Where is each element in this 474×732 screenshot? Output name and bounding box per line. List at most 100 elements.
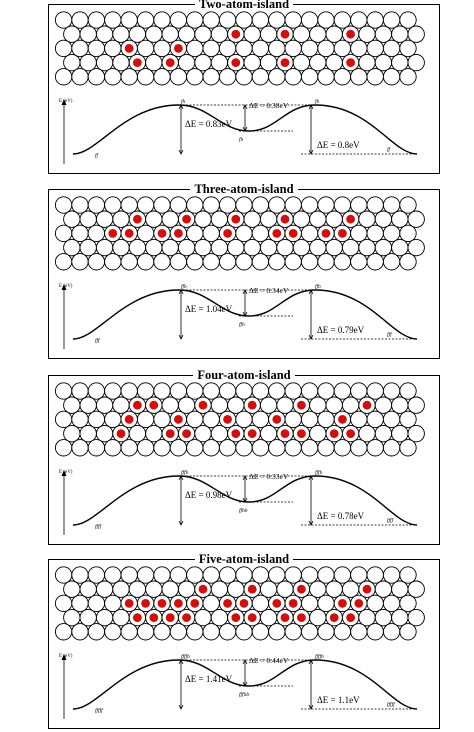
substrate-atom — [210, 238, 229, 257]
state-label: ffb — [181, 283, 187, 290]
substrate-atom — [145, 580, 163, 598]
panel-two-atom-island: Two-atom-island E (eV) ff fh fh fb ff ΔE = 0.8… — [48, 0, 440, 174]
adatom — [247, 613, 257, 622]
adatom — [280, 29, 290, 39]
state-label: ff — [95, 152, 100, 159]
substrate-atom — [366, 439, 384, 457]
panel-four-atom-island: Four-atom-island E (eV) ffff fffb ffhb fffb f… — [48, 368, 440, 545]
substrate-atom — [309, 53, 327, 72]
adatom — [362, 584, 372, 594]
substrate-atom — [95, 53, 114, 72]
substrate-atom — [333, 566, 352, 584]
adatom — [338, 415, 347, 424]
substrate-atom — [87, 39, 106, 58]
substrate-atom — [350, 410, 368, 429]
substrate-atom — [333, 623, 352, 641]
substrate-atom — [63, 210, 81, 228]
substrate-atom — [259, 580, 278, 598]
state-label: fffhb — [239, 691, 249, 698]
substrate-atom — [235, 623, 253, 641]
substrate-atom — [210, 210, 229, 228]
substrate-atom — [309, 396, 327, 414]
substrate-atom — [104, 410, 122, 429]
state-label: fffb — [181, 469, 189, 476]
adatom — [329, 613, 339, 622]
substrate-atom — [136, 623, 155, 641]
lattice-diagram — [55, 196, 425, 271]
substrate-atom — [112, 396, 130, 414]
substrate-atom — [169, 439, 188, 457]
substrate-atom — [177, 396, 196, 414]
substrate-atom — [161, 210, 179, 228]
adatom — [288, 229, 298, 238]
substrate-atom — [202, 623, 220, 641]
substrate-atom — [120, 196, 138, 214]
substrate-atom — [145, 238, 163, 257]
substrate-atom — [251, 68, 270, 86]
substrate-atom — [194, 53, 212, 72]
adatom — [124, 599, 134, 608]
state-label: ffff — [95, 523, 103, 530]
substrate-atom — [300, 68, 319, 86]
substrate-atom — [227, 396, 245, 414]
adatom — [354, 599, 364, 608]
panel-title: Four-atom-island — [193, 368, 295, 382]
barrier-arrow — [308, 104, 314, 155]
adatom — [297, 613, 306, 622]
substrate-atom — [95, 580, 114, 598]
substrate-atom — [358, 238, 376, 257]
substrate-atom — [300, 410, 319, 429]
adatom — [116, 429, 126, 438]
substrate-atom — [358, 210, 376, 228]
substrate-atom — [268, 382, 286, 400]
substrate-atom — [55, 382, 73, 400]
adatom — [108, 229, 118, 238]
substrate-atom — [71, 68, 89, 86]
substrate-atom — [104, 594, 122, 613]
substrate-atom — [374, 210, 393, 228]
substrate-atom — [300, 594, 319, 613]
substrate-atom — [55, 410, 73, 429]
adatom — [174, 599, 183, 608]
substrate-atom — [194, 25, 212, 43]
adatom — [182, 613, 191, 622]
adatom — [223, 229, 233, 238]
substrate-atom — [309, 424, 327, 443]
adatom — [321, 229, 331, 238]
substrate-atom — [210, 580, 229, 598]
substrate-atom — [186, 410, 204, 429]
lattice-diagram — [55, 11, 425, 86]
substrate-atom — [399, 382, 417, 400]
substrate-atom — [71, 224, 89, 243]
substrate-atom — [317, 253, 335, 271]
barrier-arrow — [242, 289, 248, 317]
adatom — [272, 599, 282, 608]
adatom — [231, 29, 241, 39]
substrate-atom — [284, 196, 302, 214]
substrate-atom — [55, 439, 73, 457]
substrate-atom — [317, 566, 335, 584]
substrate-atom — [63, 25, 81, 43]
panel-title: Three-atom-island — [190, 182, 298, 196]
substrate-atom — [55, 196, 73, 214]
substrate-atom — [235, 566, 253, 584]
substrate-atom — [120, 11, 138, 29]
state-label: ffffb — [181, 653, 190, 660]
substrate-atom — [268, 196, 286, 214]
substrate-atom — [382, 566, 401, 584]
substrate-atom — [87, 224, 106, 243]
substrate-atom — [309, 238, 327, 257]
adatom — [297, 400, 306, 410]
substrate-atom — [104, 382, 122, 400]
substrate-atom — [218, 11, 237, 29]
state-label: fffff — [95, 707, 104, 714]
substrate-atom — [87, 566, 106, 584]
lattice-diagram — [55, 566, 425, 641]
substrate-atom — [79, 424, 97, 443]
substrate-atom — [145, 424, 163, 443]
substrate-atom — [95, 396, 114, 414]
substrate-atom — [292, 210, 311, 228]
substrate-atom — [382, 594, 401, 613]
substrate-atom — [202, 224, 220, 243]
substrate-atom — [79, 25, 97, 43]
